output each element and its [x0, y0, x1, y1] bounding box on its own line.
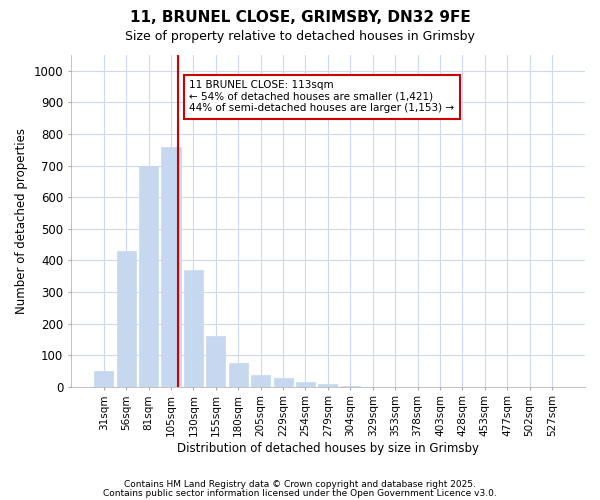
Bar [274, 378, 293, 386]
Text: 11 BRUNEL CLOSE: 113sqm
← 54% of detached houses are smaller (1,421)
44% of semi: 11 BRUNEL CLOSE: 113sqm ← 54% of detache… [190, 80, 454, 114]
Bar [116, 251, 136, 386]
Bar [184, 270, 203, 386]
Bar [229, 363, 248, 386]
Bar [296, 382, 315, 386]
Bar [161, 146, 181, 386]
Bar [139, 166, 158, 386]
Bar [206, 336, 226, 386]
Bar [319, 384, 337, 386]
Y-axis label: Number of detached properties: Number of detached properties [15, 128, 28, 314]
Text: Size of property relative to detached houses in Grimsby: Size of property relative to detached ho… [125, 30, 475, 43]
Text: 11, BRUNEL CLOSE, GRIMSBY, DN32 9FE: 11, BRUNEL CLOSE, GRIMSBY, DN32 9FE [130, 10, 470, 25]
Text: Contains HM Land Registry data © Crown copyright and database right 2025.: Contains HM Land Registry data © Crown c… [124, 480, 476, 489]
Bar [251, 374, 270, 386]
X-axis label: Distribution of detached houses by size in Grimsby: Distribution of detached houses by size … [177, 442, 479, 455]
Bar [94, 371, 113, 386]
Text: Contains public sector information licensed under the Open Government Licence v3: Contains public sector information licen… [103, 488, 497, 498]
